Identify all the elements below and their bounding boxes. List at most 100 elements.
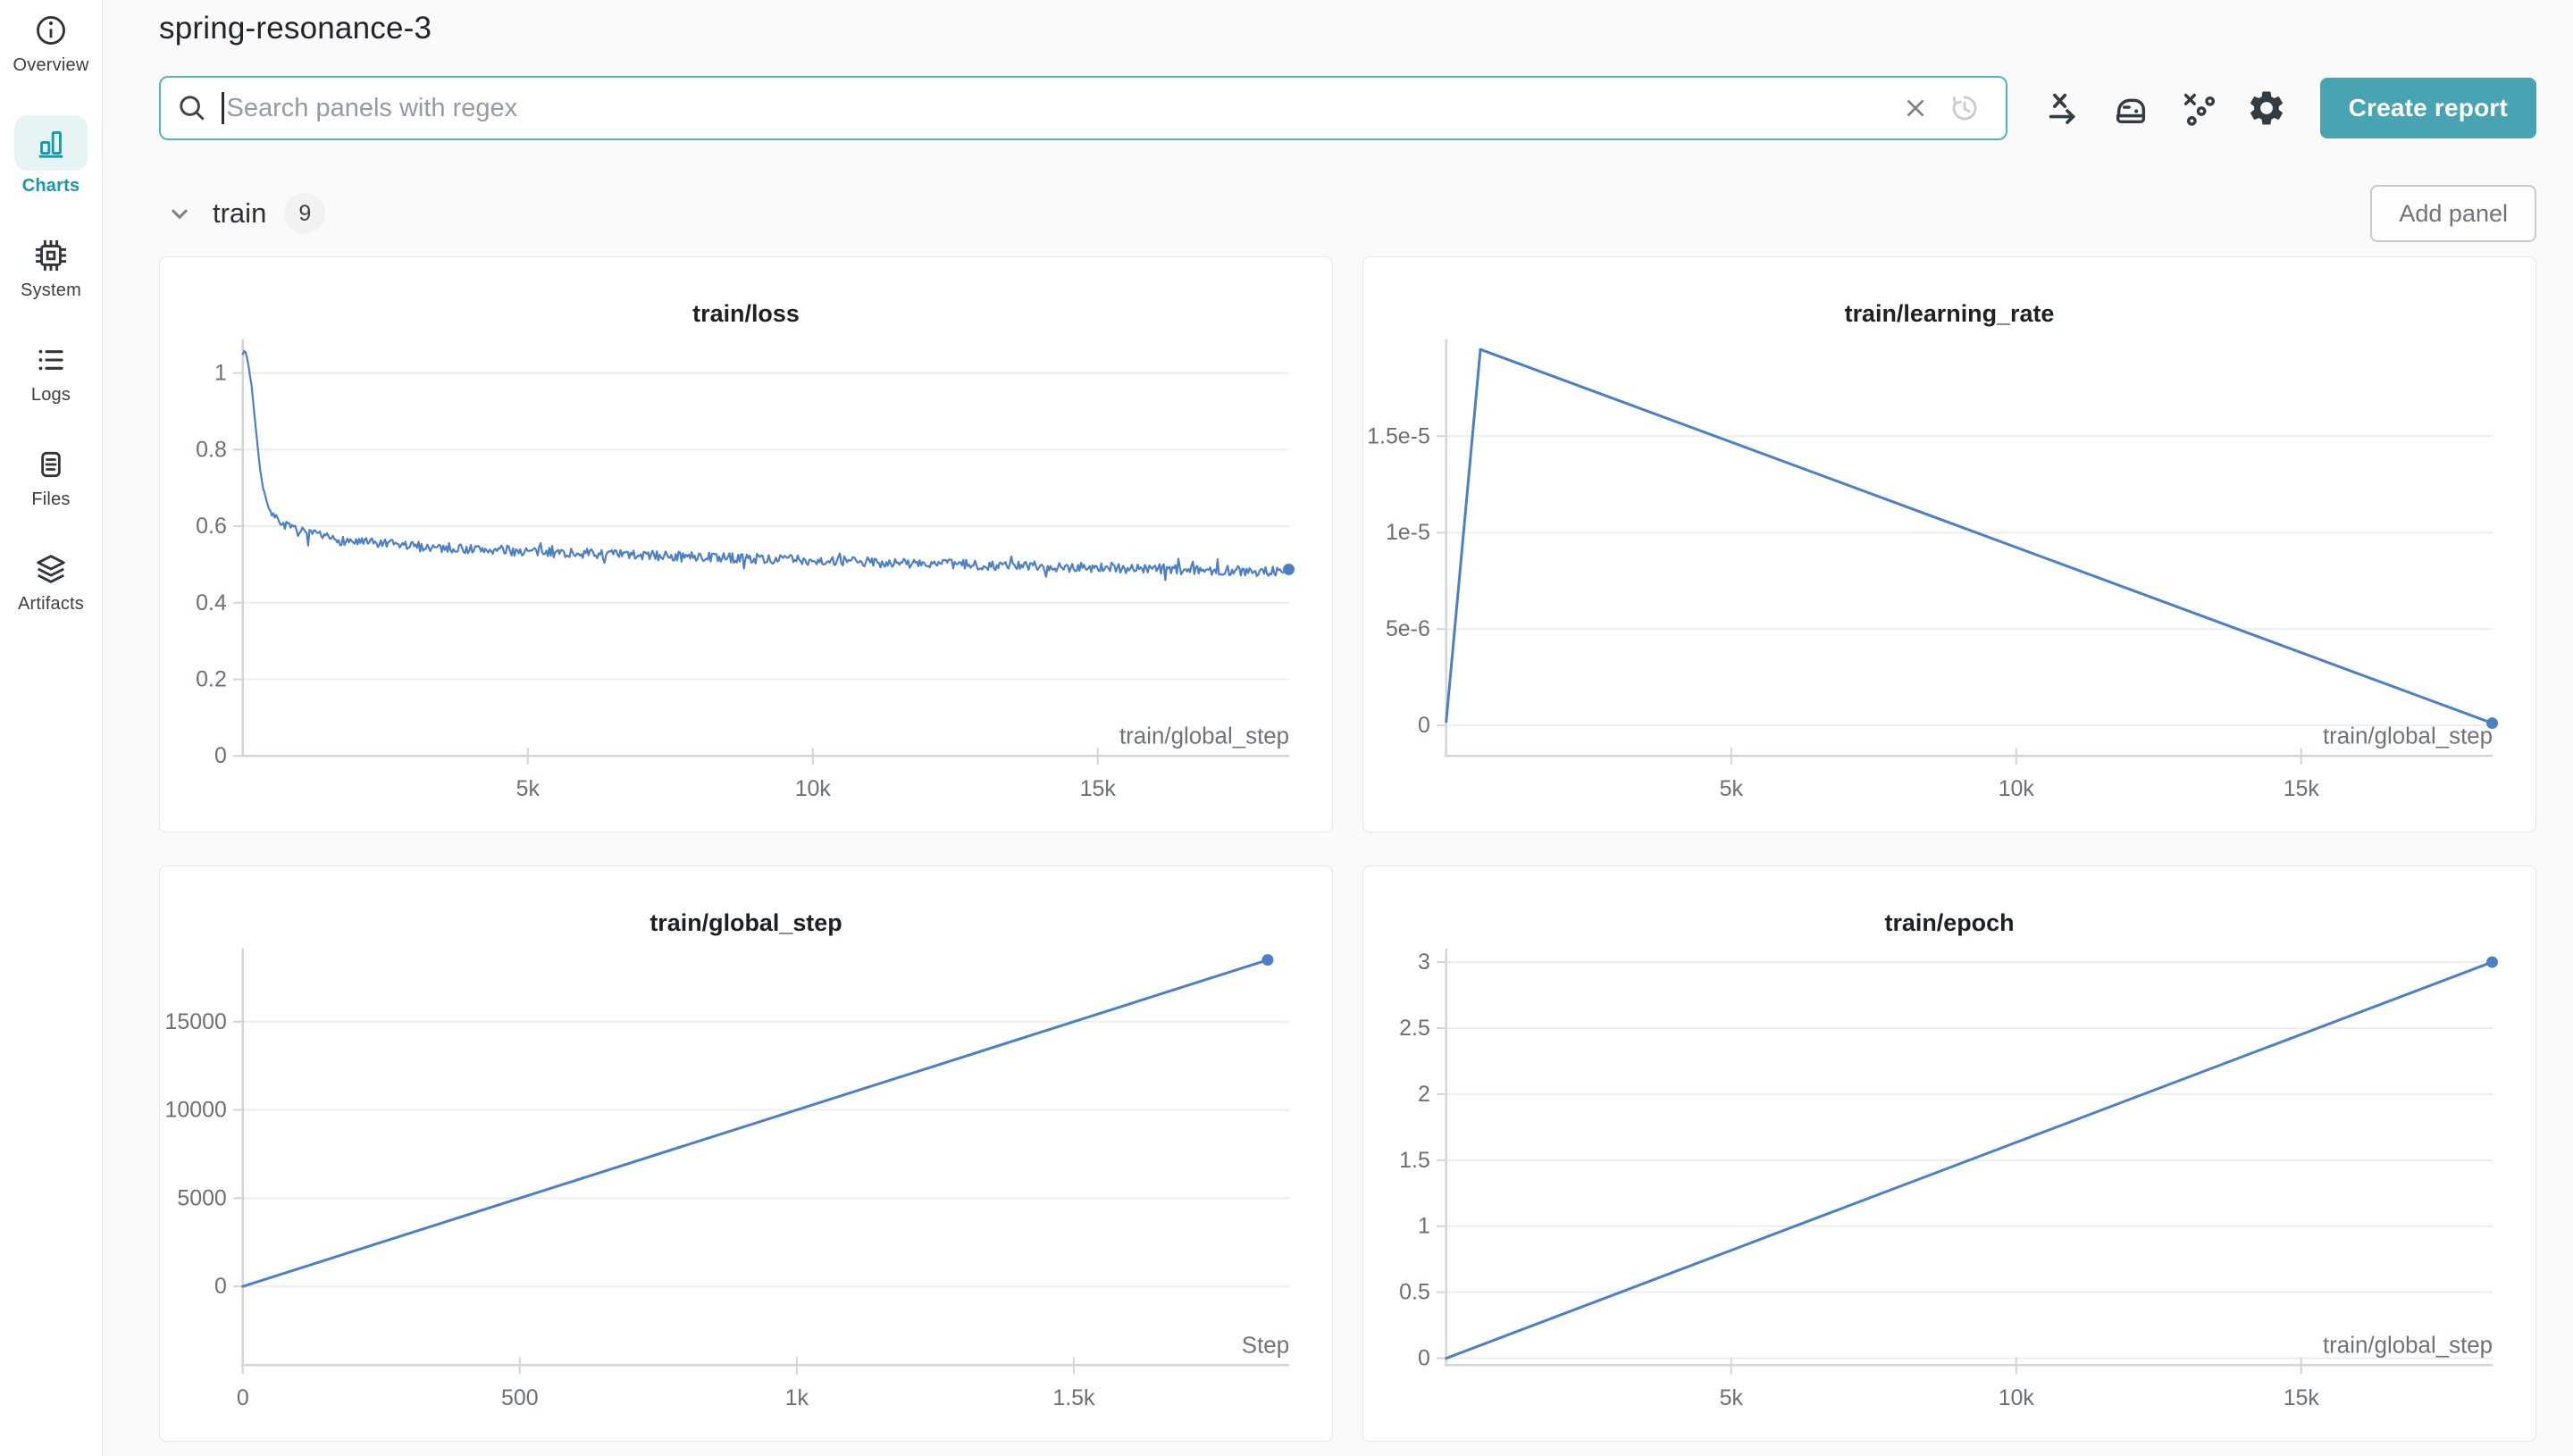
sidebar-item-logs[interactable]: Logs bbox=[0, 340, 102, 406]
svg-text:3: 3 bbox=[1418, 950, 1430, 975]
list-icon bbox=[31, 340, 71, 380]
sidebar-item-label: System bbox=[21, 280, 81, 300]
sidebar-item-label: Logs bbox=[30, 385, 71, 405]
svg-text:5e-6: 5e-6 bbox=[1386, 616, 1430, 641]
chart-panel-train-epoch[interactable]: 0 0.5 1 1.5 2 2.5 3 5k 10k 15k train/epoch train/gl… bbox=[1362, 866, 2536, 1442]
svg-text:0: 0 bbox=[214, 1274, 227, 1299]
x-axis-icon bbox=[2042, 88, 2083, 129]
add-panel-label: Add panel bbox=[2399, 199, 2508, 227]
svg-text:15k: 15k bbox=[1080, 776, 1117, 801]
text-cursor bbox=[222, 92, 224, 124]
svg-text:1.5k: 1.5k bbox=[1052, 1385, 1095, 1410]
svg-text:train/global_step: train/global_step bbox=[1119, 724, 1289, 749]
chart-panel-train-global-step[interactable]: 0 5000 10000 15000 0 500 1k 1.5k train/global_st… bbox=[159, 866, 1333, 1442]
sidebar-item-charts[interactable]: Charts bbox=[0, 115, 102, 197]
svg-text:0.5: 0.5 bbox=[1399, 1280, 1430, 1305]
svg-text:15k: 15k bbox=[2284, 1385, 2320, 1410]
svg-text:1.5: 1.5 bbox=[1399, 1148, 1430, 1173]
run-title: spring-resonance-3 bbox=[159, 11, 432, 46]
svg-text:5k: 5k bbox=[1720, 1385, 1744, 1410]
sidebar-item-overview[interactable]: Overview bbox=[0, 11, 102, 76]
quick-settings-bar bbox=[2029, 79, 2301, 137]
clear-search-button[interactable] bbox=[1891, 93, 1940, 123]
active-pill bbox=[14, 115, 88, 171]
svg-text:Step: Step bbox=[1242, 1333, 1289, 1358]
outliers-icon bbox=[2178, 88, 2219, 129]
search-row: Search panels with regex bbox=[159, 76, 2536, 140]
smoothing-settings-button[interactable] bbox=[2097, 79, 2165, 137]
search-panels-input[interactable]: Search panels with regex bbox=[159, 76, 2007, 140]
svg-text:0: 0 bbox=[237, 1385, 249, 1410]
sidebar-item-files[interactable]: Files bbox=[0, 445, 102, 510]
add-panel-button[interactable]: Add panel bbox=[2370, 185, 2536, 242]
search-history-button[interactable] bbox=[1940, 92, 1990, 124]
chart-panel-train-learning-rate[interactable]: 0 5e-6 1e-5 1.5e-5 5k 10k 15k train/learning_ra… bbox=[1362, 256, 2536, 833]
train-global-step-chart: 0 5000 10000 15000 0 500 1k 1.5k train/global_st… bbox=[165, 909, 1290, 1410]
history-clock-icon bbox=[1949, 92, 1981, 124]
svg-text:train/global_step: train/global_step bbox=[2323, 1333, 2493, 1358]
section-header-train: train 9 Add panel bbox=[159, 184, 2536, 243]
train-learning-rate-chart: 0 5e-6 1e-5 1.5e-5 5k 10k 15k train/learning_ra… bbox=[1367, 300, 2499, 801]
svg-text:2.5: 2.5 bbox=[1399, 1016, 1430, 1041]
gear-icon bbox=[2246, 88, 2287, 129]
search-icon bbox=[175, 91, 209, 125]
chart-panel-train-loss[interactable]: 0 0.2 0.4 0.6 0.8 1 5k 10k 15k train/loss train/gl… bbox=[159, 256, 1333, 833]
sidebar-item-label: Charts bbox=[21, 176, 80, 196]
workspace-settings-button[interactable] bbox=[2233, 79, 2301, 137]
sidebar-item-system[interactable]: System bbox=[0, 236, 102, 301]
svg-text:10k: 10k bbox=[795, 776, 832, 801]
panel-count-badge: 9 bbox=[284, 193, 326, 234]
svg-text:0: 0 bbox=[214, 743, 227, 768]
svg-text:1: 1 bbox=[1418, 1214, 1430, 1239]
section-name: train bbox=[213, 197, 267, 229]
create-report-button[interactable]: Create report bbox=[2319, 78, 2536, 138]
close-icon bbox=[1900, 93, 1931, 123]
cpu-icon bbox=[31, 236, 71, 275]
sidebar-item-label: Files bbox=[31, 490, 71, 509]
svg-text:1k: 1k bbox=[785, 1385, 809, 1410]
info-icon bbox=[31, 11, 71, 50]
train-epoch-chart: 0 0.5 1 1.5 2 2.5 3 5k 10k 15k train/epoch train/gl… bbox=[1399, 909, 2499, 1410]
bar-chart-icon bbox=[31, 123, 71, 163]
svg-text:0.6: 0.6 bbox=[196, 514, 227, 539]
svg-text:0.4: 0.4 bbox=[196, 590, 227, 615]
svg-text:0.2: 0.2 bbox=[196, 667, 227, 692]
chevron-down-icon bbox=[164, 198, 195, 229]
svg-text:10k: 10k bbox=[1999, 776, 2035, 801]
sidebar: Overview Charts bbox=[0, 0, 103, 1456]
svg-text:train/global_step: train/global_step bbox=[650, 909, 842, 936]
outliers-settings-button[interactable] bbox=[2165, 79, 2233, 137]
search-placeholder: Search panels with regex bbox=[226, 93, 518, 122]
collapse-section-button[interactable] bbox=[159, 193, 200, 234]
svg-text:0: 0 bbox=[1418, 713, 1430, 738]
x-axis-settings-button[interactable] bbox=[2029, 79, 2097, 137]
layers-icon bbox=[31, 549, 71, 589]
panel-grid: 0 0.2 0.4 0.6 0.8 1 5k 10k 15k train/loss train/gl… bbox=[159, 256, 2536, 1442]
svg-text:train/global_step: train/global_step bbox=[2323, 724, 2493, 749]
svg-text:train/epoch: train/epoch bbox=[1884, 909, 2014, 936]
sidebar-item-artifacts[interactable]: Artifacts bbox=[0, 549, 102, 615]
svg-text:1.5e-5: 1.5e-5 bbox=[1367, 423, 1430, 448]
svg-text:0: 0 bbox=[1418, 1346, 1430, 1371]
sidebar-item-label: Artifacts bbox=[17, 594, 85, 614]
svg-text:10k: 10k bbox=[1999, 1385, 2035, 1410]
document-icon bbox=[31, 445, 71, 484]
main-content: spring-resonance-3 Search panels with re… bbox=[103, 0, 2573, 1456]
svg-text:5000: 5000 bbox=[177, 1185, 226, 1210]
create-report-label: Create report bbox=[2348, 94, 2508, 121]
svg-text:5k: 5k bbox=[516, 776, 541, 801]
svg-text:15k: 15k bbox=[2284, 776, 2320, 801]
svg-text:5k: 5k bbox=[1720, 776, 1744, 801]
svg-text:train/loss: train/loss bbox=[692, 300, 800, 327]
svg-text:2: 2 bbox=[1418, 1082, 1430, 1107]
sidebar-item-label: Overview bbox=[13, 55, 89, 75]
smoothing-iron-icon bbox=[2110, 88, 2151, 129]
svg-text:1: 1 bbox=[214, 361, 227, 386]
svg-text:500: 500 bbox=[501, 1385, 539, 1410]
svg-text:0.8: 0.8 bbox=[196, 437, 227, 462]
svg-text:train/learning_rate: train/learning_rate bbox=[1845, 300, 2055, 327]
svg-text:1e-5: 1e-5 bbox=[1386, 520, 1430, 545]
svg-text:10000: 10000 bbox=[165, 1098, 227, 1123]
